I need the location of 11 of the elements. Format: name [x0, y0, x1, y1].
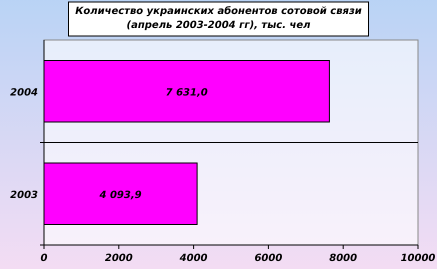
y-tick-label: 2004	[10, 87, 38, 98]
x-tick-label: 0	[40, 253, 48, 264]
y-tick-label: 2003	[10, 190, 38, 201]
x-tick-label: 8000	[329, 253, 358, 264]
data-label: 7 631,0	[166, 87, 208, 98]
x-tick-label: 4000	[178, 253, 208, 264]
x-tick-label: 6000	[254, 253, 282, 264]
data-label: 4 093,9	[98, 190, 142, 201]
x-tick-label: 2000	[104, 253, 133, 264]
x-tick-label: 10000	[400, 253, 436, 264]
chart-title: Количество украинских абонентов сотовой связи (апрель 2003-2004 гг), тыс. чел	[75, 6, 362, 31]
